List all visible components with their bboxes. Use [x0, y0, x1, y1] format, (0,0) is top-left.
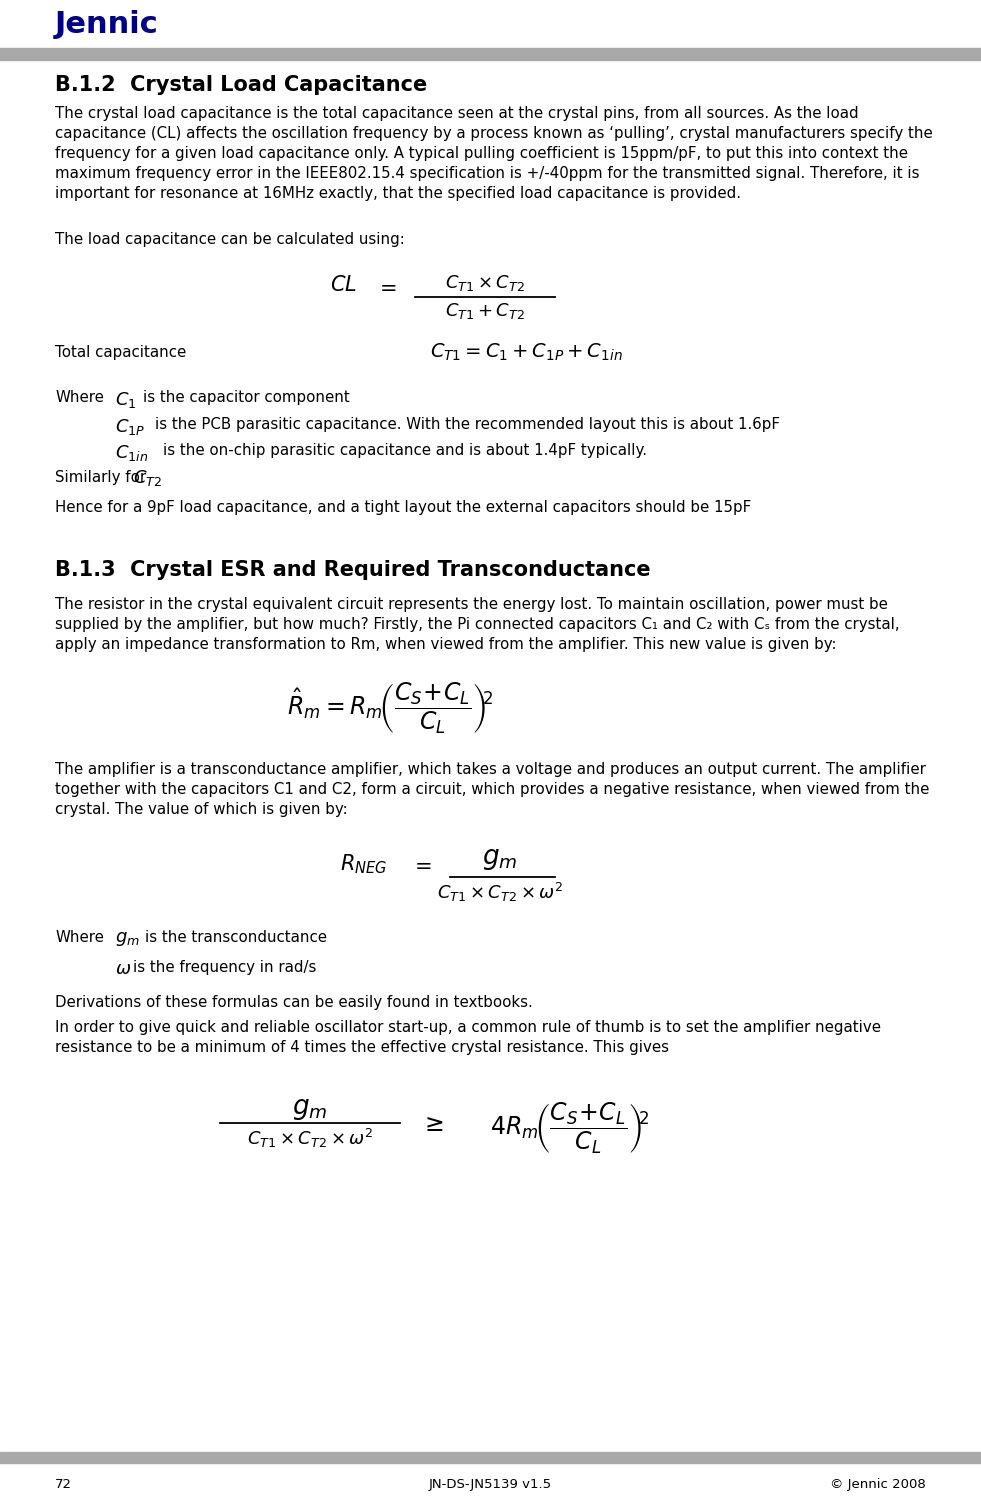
Text: Total capacitance: Total capacitance: [55, 345, 186, 360]
Text: $\mathit{C_{T2}}$: $\mathit{C_{T2}}$: [133, 467, 162, 488]
Text: $\mathit{C_{T1} \times C_{T2} \times \omega^2}$: $\mathit{C_{T1} \times C_{T2} \times \om…: [437, 881, 563, 905]
Text: Where: Where: [55, 389, 104, 404]
Text: $\mathit{\omega}$: $\mathit{\omega}$: [115, 960, 131, 978]
Text: $\mathit{g_m}$: $\mathit{g_m}$: [292, 1097, 328, 1122]
Text: 72: 72: [55, 1479, 72, 1491]
Text: $\mathit{C_{1P}}$: $\mathit{C_{1P}}$: [115, 416, 145, 437]
Text: B.1.3  Crystal ESR and Required Transconductance: B.1.3 Crystal ESR and Required Transcond…: [55, 560, 650, 580]
Text: $\it{CL}$: $\it{CL}$: [330, 276, 357, 295]
Text: JN-DS-JN5139 v1.5: JN-DS-JN5139 v1.5: [429, 1479, 552, 1491]
Text: is the capacitor component: is the capacitor component: [143, 389, 350, 404]
Text: is the on-chip parasitic capacitance and is about 1.4pF typically.: is the on-chip parasitic capacitance and…: [163, 443, 647, 458]
Text: B.1.2  Crystal Load Capacitance: B.1.2 Crystal Load Capacitance: [55, 75, 428, 94]
Text: is the frequency in rad/s: is the frequency in rad/s: [133, 960, 317, 975]
Text: $\mathit{C_{T1} \times C_{T2}}$: $\mathit{C_{T1} \times C_{T2}}$: [445, 273, 525, 294]
Text: $=$: $=$: [410, 855, 432, 875]
Text: In order to give quick and reliable oscillator start-up, a common rule of thumb : In order to give quick and reliable osci…: [55, 1020, 881, 1055]
Text: $\mathit{R_{NEG}}$: $\mathit{R_{NEG}}$: [340, 852, 387, 876]
Text: $\mathit{C_1}$: $\mathit{C_1}$: [115, 389, 136, 410]
Text: Derivations of these formulas can be easily found in textbooks.: Derivations of these formulas can be eas…: [55, 995, 533, 1010]
Text: $\mathit{C_{1in}}$: $\mathit{C_{1in}}$: [115, 443, 148, 463]
Text: $\mathit{C_{T1} + C_{T2}}$: $\mathit{C_{T1} + C_{T2}}$: [445, 301, 525, 321]
Text: $\hat{R}_m = R_m\!\left(\dfrac{C_S\!+\!C_L}{C_L}\right)^{\!\!2}$: $\hat{R}_m = R_m\!\left(\dfrac{C_S\!+\!C…: [286, 680, 493, 736]
Text: $\mathit{C_{T1} = C_1 + C_{1P} + C_{1in}}$: $\mathit{C_{T1} = C_1 + C_{1P} + C_{1in}…: [430, 342, 623, 364]
Text: Hence for a 9pF load capacitance, and a tight layout the external capacitors sho: Hence for a 9pF load capacitance, and a …: [55, 500, 751, 515]
Text: is the PCB parasitic capacitance. With the recommended layout this is about 1.6p: is the PCB parasitic capacitance. With t…: [155, 416, 780, 431]
Text: The load capacitance can be calculated using:: The load capacitance can be calculated u…: [55, 232, 405, 247]
Text: Where: Where: [55, 930, 104, 945]
Text: $=$: $=$: [375, 279, 396, 297]
Bar: [0, 48, 981, 60]
Text: Similarly for: Similarly for: [55, 470, 146, 485]
Bar: [0, 1452, 981, 1464]
Text: is the transconductance: is the transconductance: [145, 930, 327, 945]
Text: $\mathit{g_m}$: $\mathit{g_m}$: [483, 846, 518, 872]
Text: Jennic: Jennic: [55, 10, 159, 39]
Text: $\geq$: $\geq$: [420, 1113, 443, 1135]
Text: The crystal load capacitance is the total capacitance seen at the crystal pins, : The crystal load capacitance is the tota…: [55, 106, 933, 201]
Text: The resistor in the crystal equivalent circuit represents the energy lost. To ma: The resistor in the crystal equivalent c…: [55, 598, 900, 652]
Text: The amplifier is a transconductance amplifier, which takes a voltage and produce: The amplifier is a transconductance ampl…: [55, 762, 929, 816]
Text: $4R_m\!\left(\dfrac{C_S\!+\!C_L}{C_L}\right)^{\!\!2}$: $4R_m\!\left(\dfrac{C_S\!+\!C_L}{C_L}\ri…: [490, 1100, 649, 1156]
Text: $\mathit{g_m}$: $\mathit{g_m}$: [115, 930, 140, 948]
Text: $\mathit{C_{T1} \times C_{T2} \times \omega^2}$: $\mathit{C_{T1} \times C_{T2} \times \om…: [247, 1126, 373, 1150]
Text: © Jennic 2008: © Jennic 2008: [830, 1479, 926, 1491]
